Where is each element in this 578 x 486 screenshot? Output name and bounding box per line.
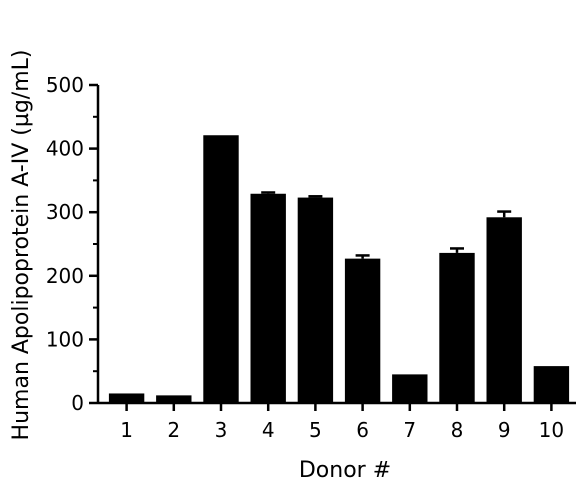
x-tick-label: 10 [539,418,564,442]
bar [439,252,475,403]
x-tick-label: 6 [356,418,369,442]
y-tick-label: 400 [46,137,84,161]
bar [203,135,239,403]
bar [250,193,286,403]
bar [392,374,428,403]
x-axis: 1 2 3 4 5 6 7 8 9 10 [98,401,576,442]
x-tick-label: 4 [262,418,275,442]
y-tick-label: 300 [46,200,84,224]
y-axis-title: Human Apolipoprotein A-IV (µg/mL) [9,50,34,441]
x-tick-label: 5 [309,418,322,442]
bars [108,135,570,403]
y-tick-label: 0 [71,391,84,415]
y-axis-title-group: Human Apolipoprotein A-IV (µg/mL) [9,50,34,441]
x-tick-label: 2 [167,418,180,442]
bar [344,258,381,403]
bar [156,395,192,403]
x-tick-label: 7 [403,418,416,442]
bar [297,197,334,403]
x-tick-label: 3 [215,418,228,442]
x-tick-label: 1 [120,418,133,442]
bar [108,393,145,403]
y-axis: 0 100 200 300 400 500 [46,73,100,415]
bar [533,366,570,403]
bar [486,217,522,403]
x-tick-label: 9 [498,418,511,442]
x-tick-label: 8 [451,418,464,442]
y-tick-label: 200 [46,264,84,288]
x-axis-title: Donor # [299,458,391,483]
y-tick-label: 100 [46,327,84,351]
y-tick-label: 500 [46,73,84,97]
